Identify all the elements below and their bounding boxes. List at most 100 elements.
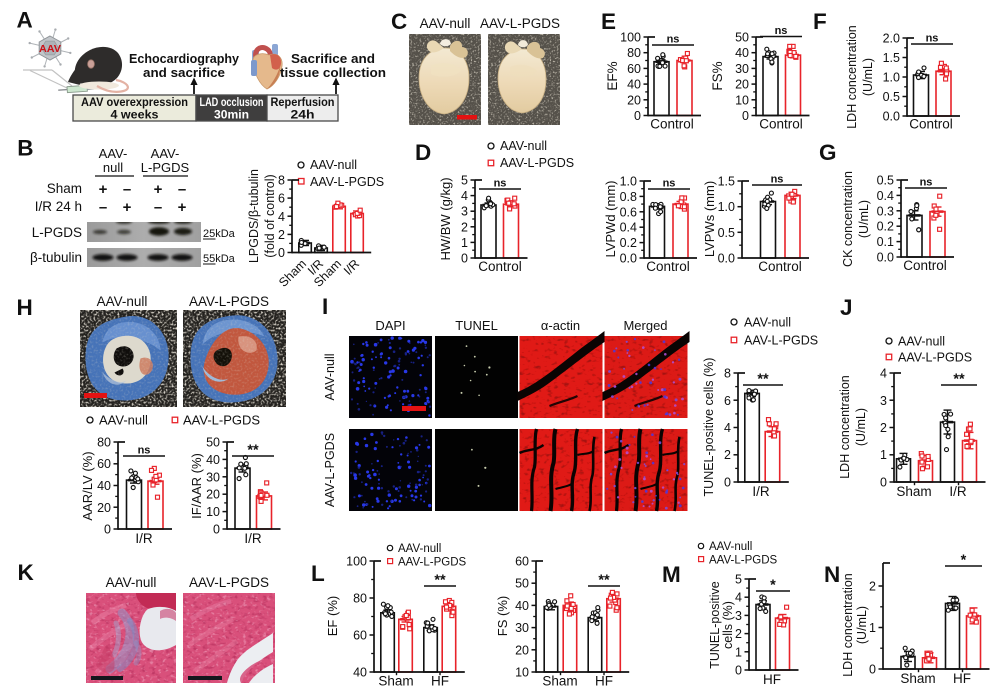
svg-text:Sacrifice and: Sacrifice and: [291, 51, 375, 66]
svg-text:1.5: 1.5: [883, 51, 900, 65]
svg-text:1: 1: [880, 448, 887, 462]
svg-text:40: 40: [627, 78, 641, 92]
svg-text:F: F: [813, 9, 827, 34]
svg-text:0: 0: [213, 523, 220, 537]
svg-text:ns: ns: [775, 25, 788, 37]
svg-text:20: 20: [735, 78, 749, 92]
svg-text:0: 0: [880, 476, 887, 490]
svg-text:ns: ns: [920, 177, 933, 189]
svg-text:LVPWd (mm): LVPWd (mm): [603, 180, 618, 257]
svg-text:AAV-L-PGDS: AAV-L-PGDS: [189, 575, 269, 590]
svg-text:I/R: I/R: [752, 484, 770, 499]
svg-text:4: 4: [880, 367, 887, 381]
svg-text:100: 100: [346, 555, 367, 569]
svg-text:Control: Control: [650, 117, 694, 132]
svg-text:L: L: [311, 561, 325, 586]
svg-text:80: 80: [627, 46, 641, 60]
svg-text:40: 40: [97, 479, 111, 493]
svg-text:0: 0: [869, 663, 876, 677]
svg-text:AAV-null: AAV-null: [709, 541, 752, 553]
svg-text:ns: ns: [667, 34, 680, 46]
svg-text:AAR/LV (%): AAR/LV (%): [80, 451, 95, 520]
svg-text:AAV: AAV: [39, 43, 61, 55]
svg-text:DAPI: DAPI: [375, 318, 405, 333]
svg-text:0.2: 0.2: [877, 220, 894, 234]
svg-text:1.5: 1.5: [718, 175, 735, 189]
svg-text:–: –: [154, 199, 162, 216]
svg-text:tissue collection: tissue collection: [280, 65, 386, 80]
svg-text:(U/mL): (U/mL): [854, 408, 868, 446]
svg-text:FS%: FS%: [710, 61, 725, 90]
svg-text:AAV-L-PGDS: AAV-L-PGDS: [310, 175, 384, 189]
svg-text:TUNEL-positive cells (%): TUNEL-positive cells (%): [702, 358, 716, 497]
svg-text:Control: Control: [478, 259, 522, 274]
svg-text:4: 4: [724, 421, 731, 435]
svg-text:B: B: [17, 136, 33, 161]
svg-text:L-PGDS: L-PGDS: [32, 225, 82, 240]
svg-text:AAV-null: AAV-null: [99, 413, 148, 428]
svg-text:0: 0: [634, 109, 641, 123]
svg-text:I/R: I/R: [244, 531, 262, 546]
svg-text:AAV-L-PGDS: AAV-L-PGDS: [480, 16, 560, 31]
svg-text:2.0: 2.0: [883, 32, 900, 46]
svg-text:Merged: Merged: [623, 318, 667, 333]
svg-text:HF: HF: [953, 671, 971, 686]
svg-text:EF%: EF%: [605, 61, 620, 90]
svg-text:AAV-null: AAV-null: [310, 158, 357, 172]
svg-text:2: 2: [880, 421, 887, 435]
svg-text:AAV-null: AAV-null: [106, 575, 157, 590]
svg-text:Sham: Sham: [900, 671, 935, 686]
svg-text:0: 0: [461, 252, 468, 266]
svg-text:AAV-L-PGDS: AAV-L-PGDS: [398, 557, 466, 569]
svg-text:IF/AAR (%): IF/AAR (%): [189, 453, 204, 519]
svg-text:30: 30: [735, 62, 749, 76]
svg-text:1: 1: [735, 645, 742, 659]
svg-text:(fold of control): (fold of control): [263, 174, 277, 257]
svg-text:LVPWs (mm): LVPWs (mm): [702, 181, 717, 257]
svg-text:HF: HF: [763, 672, 781, 687]
svg-text:10: 10: [515, 666, 529, 680]
svg-text:1: 1: [461, 236, 468, 250]
svg-text:Echocardiography: Echocardiography: [129, 51, 240, 66]
svg-text:0: 0: [104, 523, 111, 537]
svg-text:A: A: [17, 8, 33, 33]
svg-text:AAV-L-PGDS: AAV-L-PGDS: [744, 334, 818, 348]
svg-text:**: **: [953, 372, 965, 388]
svg-text:AAV-null: AAV-null: [744, 316, 791, 330]
svg-text:0.0: 0.0: [877, 251, 894, 265]
svg-text:0.6: 0.6: [620, 205, 637, 219]
svg-text:10: 10: [206, 505, 220, 519]
svg-text:α-actin: α-actin: [541, 318, 580, 333]
svg-text:I: I: [322, 294, 328, 319]
svg-text:20: 20: [206, 488, 220, 502]
svg-text:H: H: [17, 295, 33, 320]
svg-text:I/R: I/R: [949, 484, 967, 499]
svg-text:20: 20: [627, 93, 641, 107]
svg-text:30: 30: [515, 621, 529, 635]
svg-text:TUNEL: TUNEL: [455, 318, 498, 333]
svg-text:D: D: [415, 140, 431, 165]
svg-text:50: 50: [515, 577, 529, 591]
svg-text:HF: HF: [595, 674, 613, 689]
svg-text:(U/mL): (U/mL): [855, 606, 869, 644]
svg-text:*: *: [961, 553, 967, 569]
svg-text:AAV-: AAV-: [151, 146, 180, 161]
svg-text:AAV-L-PGDS: AAV-L-PGDS: [189, 294, 269, 309]
svg-text:20: 20: [515, 643, 529, 657]
svg-text:and sacrifice: and sacrifice: [143, 65, 225, 80]
svg-text:40: 40: [735, 46, 749, 60]
svg-text:4 weeks: 4 weeks: [111, 108, 159, 122]
svg-text:AAV-: AAV-: [99, 146, 128, 161]
svg-text:0.5: 0.5: [718, 226, 735, 240]
svg-text:ns: ns: [663, 178, 676, 190]
svg-text:AAV-L-PGDS: AAV-L-PGDS: [323, 433, 337, 507]
svg-text:LDH concentration: LDH concentration: [841, 573, 855, 677]
svg-text:L-PGDS: L-PGDS: [141, 160, 190, 175]
svg-text:+: +: [178, 199, 187, 216]
svg-text:LPGDS/β-tubulin: LPGDS/β-tubulin: [247, 169, 261, 263]
svg-text:2: 2: [278, 228, 285, 242]
svg-text:Control: Control: [909, 117, 953, 132]
svg-text:1.0: 1.0: [718, 200, 735, 214]
svg-text:3: 3: [735, 609, 742, 623]
svg-text:0.4: 0.4: [620, 221, 637, 235]
